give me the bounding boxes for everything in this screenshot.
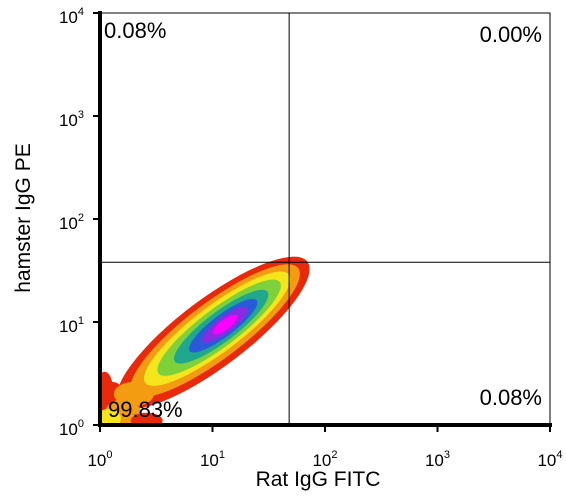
density-level-8	[212, 314, 238, 335]
y-tick-0: 100	[59, 418, 100, 439]
y-tick-label: 104	[59, 6, 84, 27]
density-tail-5	[100, 371, 113, 404]
x-tick-label: 100	[87, 449, 112, 470]
x-axis-ticks: 100 101 102 103 104	[87, 425, 563, 470]
density-tail-6	[130, 412, 163, 425]
quadrant-upper-left-label: 0.08%	[104, 18, 166, 43]
y-tick-label: 103	[59, 109, 84, 130]
y-tick-3: 103	[59, 109, 100, 130]
x-tick-label: 104	[537, 449, 562, 470]
y-axis-title: hamster IgG PE	[12, 143, 35, 292]
density-tail-3	[100, 408, 121, 425]
quadrant-lower-right-label: 0.08%	[480, 385, 542, 410]
x-tick-2: 102	[312, 425, 338, 470]
quadrant-lower-left-label: 99.83%	[108, 397, 183, 422]
x-axis-title: Rat IgG FITC	[256, 468, 381, 491]
density-tail-4	[113, 381, 154, 406]
cell-population-density	[100, 256, 310, 425]
y-tick-label: 100	[59, 418, 84, 439]
y-tick-4: 104	[59, 6, 100, 27]
x-tick-label: 101	[200, 449, 225, 470]
y-tick-label: 102	[59, 212, 84, 233]
y-axis-ticks: 100 101 102 103 104	[59, 6, 100, 439]
y-tick-2: 102	[59, 212, 100, 233]
y-tick-label: 101	[59, 315, 84, 336]
x-tick-1: 101	[200, 425, 225, 470]
x-tick-3: 103	[425, 425, 450, 470]
x-tick-label: 103	[425, 449, 450, 470]
x-tick-4: 104	[537, 425, 563, 470]
x-tick-0: 100	[87, 425, 113, 470]
y-tick-1: 101	[59, 315, 100, 336]
quadrant-upper-right-label: 0.00%	[480, 22, 542, 47]
x-tick-label: 102	[312, 449, 337, 470]
